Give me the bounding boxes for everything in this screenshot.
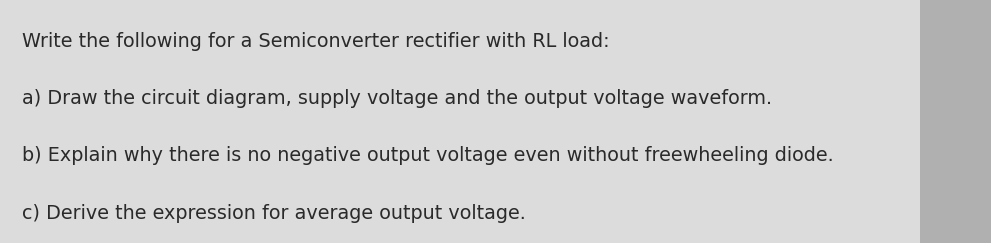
Text: b) Explain why there is no negative output voltage even without freewheeling dio: b) Explain why there is no negative outp…	[22, 146, 833, 165]
Bar	[920, 0, 991, 243]
Text: Write the following for a Semiconverter rectifier with RL load:: Write the following for a Semiconverter …	[22, 32, 609, 51]
Text: c) Derive the expression for average output voltage.: c) Derive the expression for average out…	[22, 204, 525, 223]
Text: a) Draw the circuit diagram, supply voltage and the output voltage waveform.: a) Draw the circuit diagram, supply volt…	[22, 89, 772, 108]
